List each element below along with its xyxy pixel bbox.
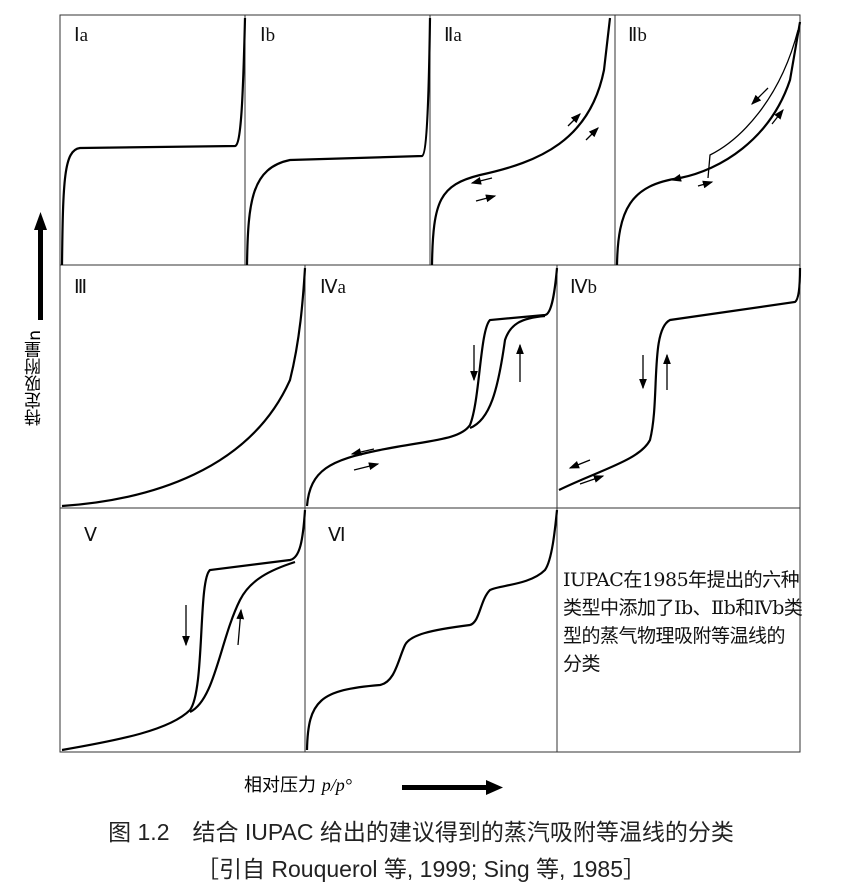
panel-label-Ib: Ⅰb: [260, 25, 276, 46]
x-axis-label-var: p/p°: [321, 775, 352, 795]
curve-IVa-desorption: [469, 314, 546, 430]
curve-Ia: [60, 17, 247, 266]
curve-IIb-adsorption: [615, 21, 802, 266]
panel-label-IVa: Ⅳa: [320, 277, 346, 298]
figure-caption: 图 1.2 结合 IUPAC 给出的建议得到的蒸汽吸附等温线的分类: [108, 819, 734, 845]
y-axis-arrow: [34, 212, 47, 320]
figure-citation: ［引自 Rouquerol 等, 1999; Sing 等, 1985］: [195, 856, 646, 882]
curve-III: [61, 267, 307, 508]
curve-Ib: [245, 17, 432, 266]
panel-label-III: Ⅲ: [74, 277, 88, 298]
panel-label-VI: Ⅵ: [328, 525, 346, 546]
x-axis-arrow: [402, 780, 503, 795]
panel-label-IIa: Ⅱa: [444, 25, 462, 46]
panel-label-V: Ⅴ: [84, 525, 97, 546]
curve-V-desorption: [61, 509, 307, 752]
classification-note: IUPAC在1985年提出的六种类型中添加了Ⅰb、Ⅱb和Ⅳb类型的蒸气物理吸附等…: [563, 569, 803, 675]
curve-IVb: [558, 267, 802, 491]
panel-label-IVb: Ⅳb: [570, 277, 598, 298]
curve-IIb-desorption: [707, 29, 799, 179]
panel-label-Ia: Ⅰa: [74, 25, 89, 46]
y-axis-label: 特定吸附量n: [25, 330, 45, 426]
hysteresis-arrows: [182, 87, 784, 647]
x-axis-label: 相对压力 p/p°: [244, 771, 352, 797]
curve-V-adsorption: [189, 560, 296, 713]
x-axis-label-text: 相对压力: [244, 775, 316, 796]
curve-VI: [305, 509, 559, 751]
panel-label-IIb: Ⅱb: [628, 25, 647, 46]
curve-IVa-adsorption: [305, 267, 559, 507]
curve-IIa: [430, 17, 612, 266]
